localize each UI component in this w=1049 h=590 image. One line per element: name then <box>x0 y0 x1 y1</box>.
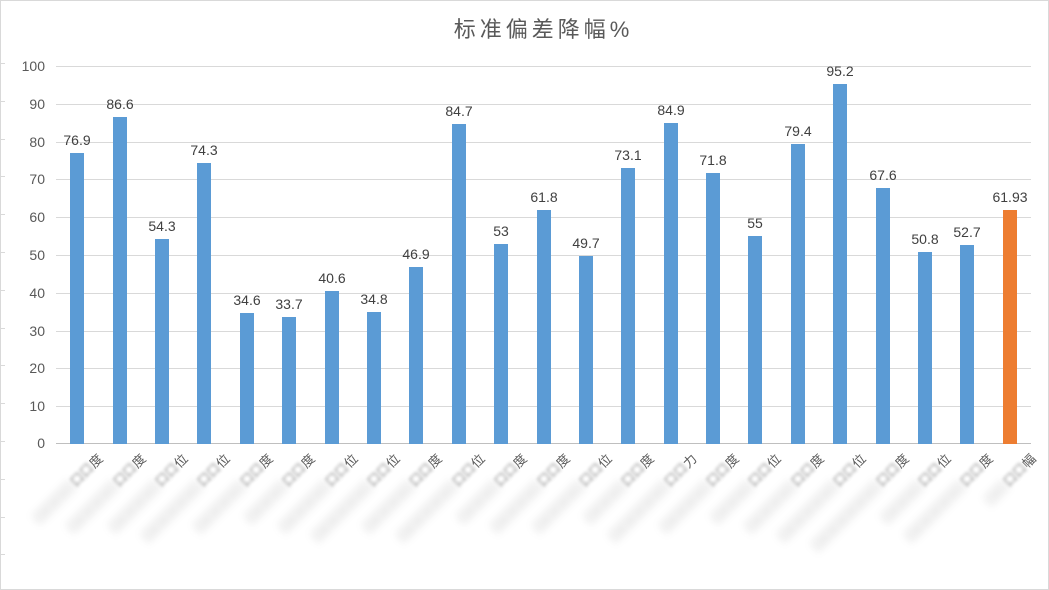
bar-value-label: 61.8 <box>530 189 558 205</box>
bar-value-label: 34.6 <box>233 292 261 308</box>
bar-value-label: 40.6 <box>318 270 346 286</box>
worksheet-gridline-stub <box>1 554 5 555</box>
bar <box>325 291 339 444</box>
y-axis-tick-label: 50 <box>29 247 45 263</box>
bar-value-label: 73.1 <box>614 147 642 163</box>
bar-value-label: 61.93 <box>992 189 1028 205</box>
y-axis-tick-label: 20 <box>29 360 45 376</box>
bar-value-label: 71.8 <box>699 152 727 168</box>
bar <box>706 173 720 444</box>
x-axis-labels: 口口口口口口度 口口口口口口口度 口口口口口口口位 口口口口口口口口位 口口口口口口口度… <box>31 449 1039 589</box>
bar-value-label: 84.9 <box>657 102 685 118</box>
bar-value-label: 84.7 <box>445 103 473 119</box>
worksheet-gridline-stub <box>1 63 5 64</box>
worksheet-gridline-stub <box>1 252 5 253</box>
worksheet-gridline-stub <box>1 479 5 480</box>
y-axis-tick-label: 100 <box>21 58 45 74</box>
bar-value-label: 33.7 <box>275 296 303 312</box>
worksheet-gridline-stub <box>1 328 5 329</box>
y-axis-tick-label: 60 <box>29 209 45 225</box>
y-axis-tick-label: 10 <box>29 398 45 414</box>
bar <box>621 168 635 444</box>
bar-value-label: 79.4 <box>784 123 812 139</box>
bar <box>409 267 423 444</box>
gridline <box>56 104 1031 105</box>
bar-value-label: 52.7 <box>953 224 981 240</box>
bar <box>155 239 169 444</box>
gridline <box>56 142 1031 143</box>
bar-value-label: 67.6 <box>869 167 897 183</box>
y-axis-tick-label: 70 <box>29 171 45 187</box>
bar <box>748 236 762 444</box>
bar-value-label: 34.8 <box>360 291 388 307</box>
worksheet-gridline-stub <box>1 441 5 442</box>
bar <box>113 117 127 444</box>
worksheet-gridline-stub <box>1 403 5 404</box>
bar <box>664 123 678 444</box>
bar <box>197 163 211 444</box>
bar <box>452 124 466 444</box>
bar <box>918 252 932 444</box>
bar <box>791 144 805 444</box>
y-axis-tick-label: 30 <box>29 323 45 339</box>
bar-value-label: 55 <box>747 215 763 231</box>
bar <box>960 245 974 444</box>
worksheet-gridline-stub <box>1 365 5 366</box>
gridline <box>56 66 1031 67</box>
plot-area: 76.9 86.6 54.3 74.3 34.6 33.7 40.6 34.8 46.9 84.7… <box>56 63 1031 444</box>
worksheet-gridline-stub <box>1 139 5 140</box>
bar <box>876 188 890 444</box>
worksheet-gridline-stub <box>1 101 5 102</box>
bar <box>537 210 551 444</box>
y-axis-tick-label: 0 <box>37 435 45 451</box>
y-axis-tick-label: 90 <box>29 96 45 112</box>
worksheet-gridline-stub <box>1 290 5 291</box>
bar-value-label: 49.7 <box>572 235 600 251</box>
bar <box>833 84 847 444</box>
bar <box>579 256 593 444</box>
bar-value-label: 74.3 <box>190 142 218 158</box>
bar-value-label: 50.8 <box>911 231 939 247</box>
bar <box>494 244 508 444</box>
y-axis-tick-label: 40 <box>29 285 45 301</box>
bar <box>282 317 296 444</box>
bar-average-highlight <box>1003 210 1017 444</box>
bar <box>240 313 254 444</box>
bar-value-label: 95.2 <box>826 63 854 79</box>
worksheet-gridline-stub <box>1 214 5 215</box>
worksheet-gridline-stub <box>1 517 5 518</box>
chart-title: 标准偏差降幅% <box>453 17 634 42</box>
bar-value-label: 86.6 <box>106 96 134 112</box>
y-axis-tick-label: 80 <box>29 134 45 150</box>
bar-value-label: 76.9 <box>63 132 91 148</box>
gridline <box>56 179 1031 180</box>
bar-value-label: 46.9 <box>402 246 430 262</box>
worksheet-gridline-stub <box>1 176 5 177</box>
bar-value-label: 53 <box>493 223 509 239</box>
bar-value-label: 54.3 <box>148 218 176 234</box>
bar <box>70 153 84 444</box>
bar <box>367 312 381 444</box>
